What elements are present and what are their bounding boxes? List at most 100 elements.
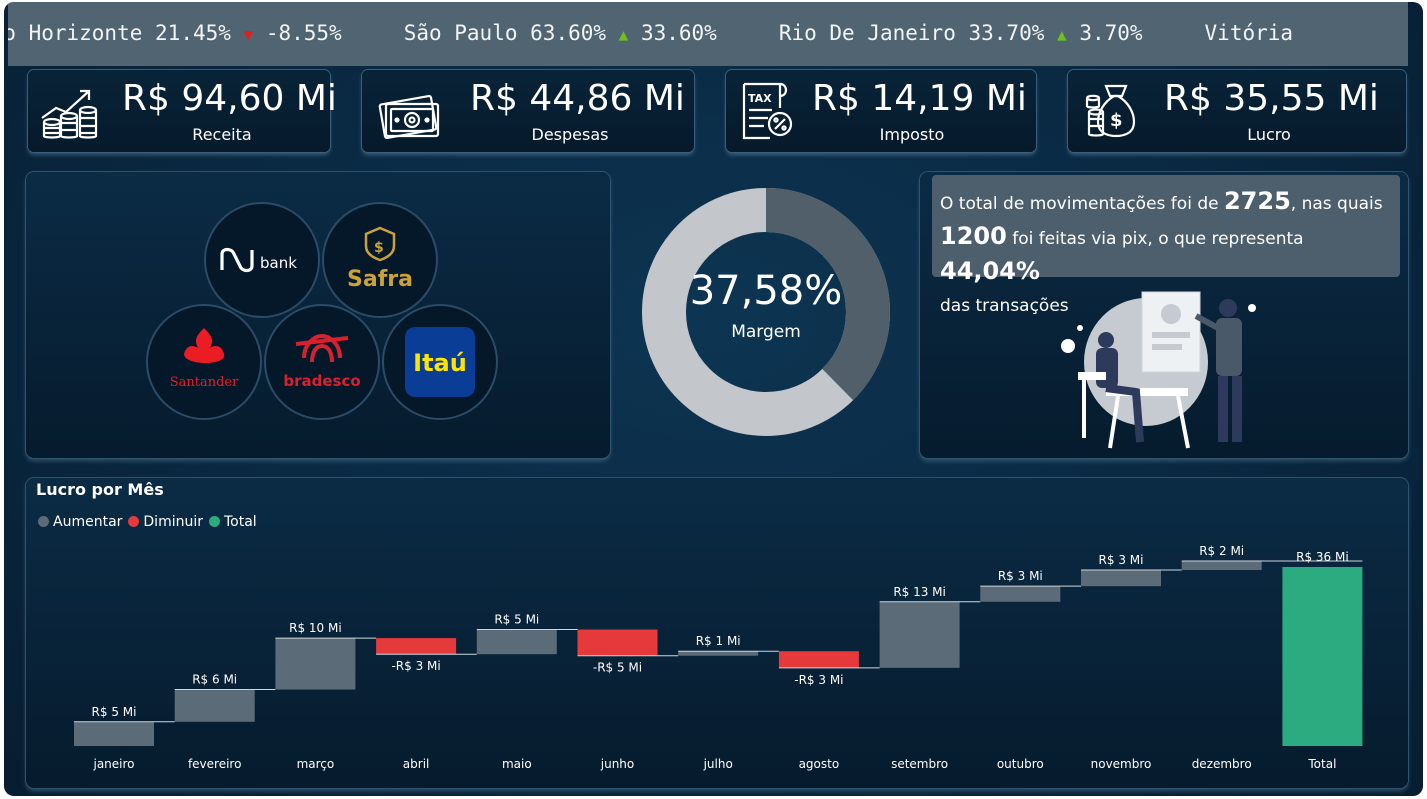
waterfall-bar [1081, 570, 1161, 587]
kpi-value: R$ 35,55 Mi [1164, 78, 1379, 119]
x-tick-label: junho [600, 757, 635, 771]
legend-item-total[interactable]: Total [209, 514, 257, 530]
pix-transactions-value: 1200 [940, 222, 1007, 250]
kpi-card-lucro[interactable]: $ R$ 35,55 Mi Lucro [1068, 70, 1406, 152]
ticker-city: Vitória [1204, 21, 1294, 45]
bradesco-logo-icon: bradesco [283, 333, 361, 390]
ticker-pct: 33.70% [968, 21, 1045, 45]
kpi-card-receita[interactable]: R$ 94,60 Mi Receita [28, 70, 337, 152]
waterfall-bar [275, 638, 356, 690]
chart-legend: Aumentar Diminuir Total [38, 514, 257, 530]
kpi-label: Imposto [879, 125, 945, 144]
waterfall-bar [174, 689, 255, 722]
data-label: -R$ 3 Mi [391, 659, 440, 673]
waterfall-bar [376, 638, 457, 655]
chart-title: Lucro por Mês [36, 480, 164, 499]
data-label: R$ 5 Mi [92, 705, 137, 719]
info-text: , nas quais [1290, 194, 1383, 214]
bank-logo-bradesco[interactable]: bradesco [264, 304, 380, 420]
revenue-chart-coins-icon [41, 89, 98, 139]
ticker-delta: 3.70% [1079, 21, 1143, 45]
ticker-item: Vitória [1205, 21, 1294, 45]
bank-label: bank [260, 254, 297, 272]
ticker-pct: 21.45% [155, 21, 231, 45]
total-transactions-value: 2725 [1223, 187, 1291, 215]
x-tick-label: setembro [891, 757, 948, 771]
safra-logo-icon: $ Safra [347, 226, 413, 292]
data-label: R$ 6 Mi [192, 673, 237, 687]
meeting-illustration [1061, 291, 1256, 449]
x-tick-label: maio [502, 757, 532, 771]
data-label: R$ 10 Mi [289, 621, 342, 635]
profit-chart-panel [26, 478, 1408, 788]
ticker-city: elo Horizonte [8, 21, 143, 45]
bank-label: Itaú [413, 349, 467, 377]
ticker-track: elo Horizonte 21.45% ▼ -8.55% São Paulo … [8, 21, 1355, 45]
data-label: R$ 3 Mi [998, 569, 1043, 583]
ticker-item: elo Horizonte 21.45% ▼ -8.55% [8, 21, 342, 45]
city-ticker: elo Horizonte 21.45% ▼ -8.55% São Paulo … [8, 2, 1408, 66]
profit-waterfall-chart: R$ 5 Mi janeiro R$ 6 Mi fevereiro R$ 10 Mi ma… [74, 544, 1363, 771]
data-label: R$ 5 Mi [494, 613, 539, 627]
data-label: -R$ 5 Mi [593, 661, 642, 675]
triangle-up-icon: ▲ [1057, 25, 1067, 44]
margin-donut [642, 188, 890, 436]
ticker-city: Rio De Janeiro [778, 21, 956, 45]
waterfall-bar [577, 629, 658, 656]
kpi-card-despesas[interactable]: R$ 44,86 Mi Despesas [362, 70, 694, 152]
ticker-item: São Paulo 63.60% ▲ 33.60% [404, 21, 717, 45]
dashboard-frame: elo Horizonte 21.45% ▼ -8.55% São Paulo … [4, 2, 1423, 796]
legend-item-diminuir[interactable]: Diminuir [128, 514, 203, 530]
kpi-value: R$ 14,19 Mi [812, 78, 1027, 119]
svg-text:$: $ [1110, 110, 1123, 131]
x-tick-label: dezembro [1192, 757, 1252, 771]
data-label: R$ 3 Mi [1099, 553, 1144, 567]
bank-logo-santander[interactable]: Santander [146, 304, 262, 420]
x-tick-label: julho [703, 757, 733, 771]
bank-logo-nubank[interactable]: bank [204, 202, 320, 318]
waterfall-bar [74, 721, 154, 746]
bank-label: Santander [170, 375, 239, 390]
data-label: R$ 36 Mi [1296, 550, 1349, 564]
pix-info-text: O total de movimentações foi de 2725, na… [932, 175, 1400, 315]
waterfall-bar [476, 629, 557, 655]
data-label: R$ 2 Mi [1199, 544, 1244, 558]
bank-label: Safra [347, 267, 413, 292]
kpi-value: R$ 44,86 Mi [470, 78, 685, 119]
x-tick-label: fevereiro [188, 757, 242, 771]
waterfall-bar [980, 586, 1061, 602]
x-tick-label: novembro [1091, 757, 1152, 771]
kpi-value: R$ 94,60 Mi [122, 78, 337, 119]
data-label: R$ 13 Mi [893, 585, 946, 599]
triangle-down-icon: ▼ [243, 25, 254, 44]
banks-panel: bank $ Safra Santander bradesco [26, 172, 610, 458]
info-text: foi feitas via pix, o que representa [1012, 229, 1304, 249]
kpi-label: Lucro [1247, 125, 1291, 144]
itau-logo-icon: Itaú [405, 327, 475, 397]
info-text: O total de movimentações foi de [940, 194, 1219, 214]
pix-share-value: 44,04% [940, 257, 1040, 285]
x-tick-label: abril [403, 757, 430, 771]
info-text: das transações [940, 296, 1069, 316]
legend-label: Aumentar [53, 514, 123, 530]
kpi-card-imposto[interactable]: TAX R$ 14,19 Mi Imposto [726, 70, 1036, 152]
data-label: R$ 1 Mi [696, 634, 741, 648]
santander-logo-icon: Santander [170, 328, 239, 390]
x-tick-label: outubro [997, 757, 1044, 771]
svg-text:$: $ [374, 240, 384, 256]
bank-label: bradesco [283, 372, 360, 390]
waterfall-bar [1282, 567, 1363, 746]
legend-item-aumentar[interactable]: Aumentar [38, 514, 122, 530]
ticker-delta: -8.55% [265, 21, 342, 45]
bank-logo-itau[interactable]: Itaú [382, 304, 498, 420]
waterfall-bar [778, 651, 859, 668]
ticker-delta: 33.60% [640, 21, 717, 45]
ticker-pct: 63.60% [530, 21, 607, 45]
tax-document-icon: TAX [742, 82, 793, 140]
x-tick-label: janeiro [92, 757, 134, 771]
margin-label: Margem [731, 322, 801, 342]
margin-value: 37,58% [689, 268, 843, 314]
bank-logo-safra[interactable]: $ Safra [322, 202, 438, 318]
legend-label: Total [224, 514, 257, 530]
donut-arc-margin [642, 188, 890, 436]
